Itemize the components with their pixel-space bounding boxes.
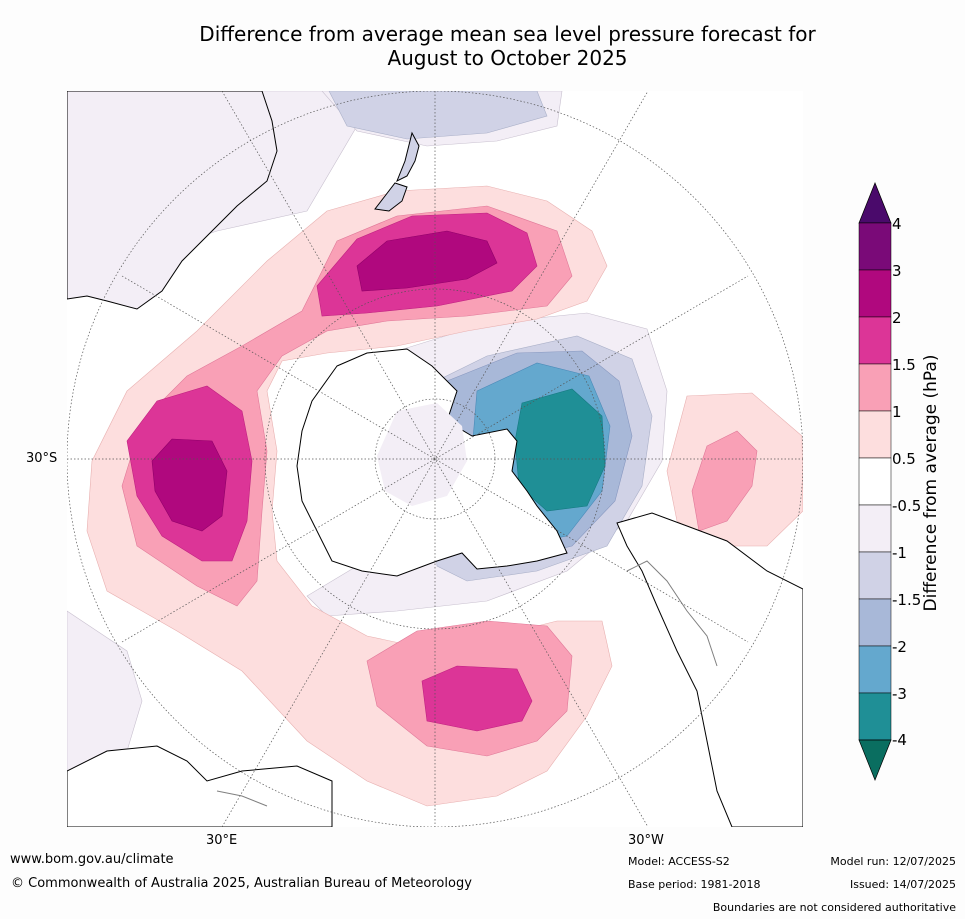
colorbar-tick: 2 — [892, 309, 902, 327]
south-america — [616, 512, 803, 827]
colorbar-tick: 1.5 — [892, 356, 916, 374]
lat-label-30s: 30°S — [26, 451, 58, 466]
colorbar-tick: 4 — [892, 215, 902, 233]
footer-model: Model: ACCESS-S2 — [628, 855, 730, 868]
graticule — [67, 91, 803, 827]
colorbar-tick: -3 — [892, 685, 907, 703]
footer-model-run: Model run: 12/07/2025 — [830, 855, 956, 868]
colorbar-top-arrow — [858, 182, 892, 224]
title-line-2: August to October 2025 — [387, 46, 628, 70]
colorbar-band-neg-3-4 — [858, 692, 892, 741]
lon-label-30e: 30°E — [206, 833, 238, 848]
lon-label-30w: 30°W — [628, 833, 664, 848]
colorbar-band-neutral — [858, 457, 892, 506]
contour-pos-2 — [151, 230, 498, 532]
new-zealand — [374, 131, 420, 212]
colorbar — [858, 182, 892, 781]
antarctica — [296, 348, 568, 577]
footer-disclaimer: Boundaries are not considered authoritat… — [712, 901, 956, 914]
colorbar-band-0.5-1 — [858, 410, 892, 459]
colorbar-tick: -1.5 — [892, 591, 922, 609]
colorbar-band-2-3 — [858, 269, 892, 318]
colorbar-tick: 0.5 — [892, 450, 916, 468]
colorbar-band-neg-0.5-1 — [858, 504, 892, 553]
australia — [67, 91, 278, 310]
footer-copyright: © Commonwealth of Australia 2025, Austra… — [11, 876, 472, 891]
colorbar-tick: -2 — [892, 638, 907, 656]
colorbar-tick: -1 — [892, 544, 907, 562]
colorbar-tick: -0.5 — [892, 497, 922, 515]
colorbar-band-1.5-2 — [858, 316, 892, 365]
colorbar-band-neg-1-1.5 — [858, 551, 892, 600]
colorbar-band-neg-2-3 — [858, 645, 892, 694]
colorbar-band-3-4 — [858, 222, 892, 271]
title-line-1: Difference from average mean sea level p… — [199, 22, 816, 46]
pressure-anomaly-map — [67, 91, 803, 827]
colorbar-tick: -4 — [892, 731, 907, 749]
contour-neg-3 — [514, 388, 606, 512]
footer-url[interactable]: www.bom.gov.au/climate — [10, 852, 174, 867]
footer-issued: Issued: 14/07/2025 — [849, 878, 956, 891]
colorbar-tick: 3 — [892, 262, 902, 280]
footer-base-period: Base period: 1981-2018 — [628, 878, 761, 891]
colorbar-band-1-1.5 — [858, 363, 892, 412]
africa — [67, 745, 333, 827]
map-title: Difference from average mean sea level p… — [0, 22, 965, 70]
colorbar-title: Difference from average (hPa) — [921, 354, 941, 612]
colorbar-band-neg-1.5-2 — [858, 598, 892, 647]
colorbar-tick: 1 — [892, 403, 902, 421]
colorbar-bottom-arrow — [858, 739, 892, 781]
